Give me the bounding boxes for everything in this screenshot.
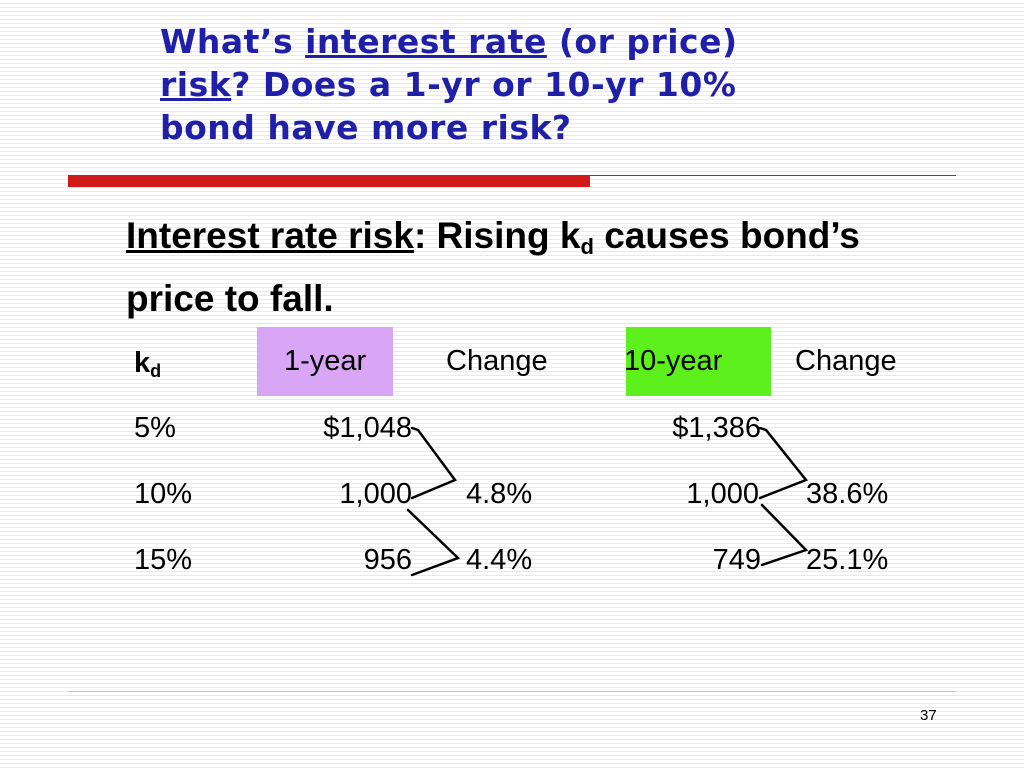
title-text: ? Does a 1-yr or 10-yr 10% (231, 65, 737, 104)
header-one-year: 1-year (284, 345, 367, 377)
row2-kd: 10% (134, 478, 193, 510)
title-risk: risk (160, 65, 232, 104)
title-text: (or price) (546, 22, 738, 61)
row2-change-1: 4.8% (466, 478, 533, 510)
heading-text: causes bond’s (593, 215, 860, 256)
header-change-1: Change (446, 345, 548, 377)
row3-one-year: 956 (363, 544, 412, 576)
ten-year-connector-bottom (760, 503, 809, 567)
title-interest-rate: interest rate (305, 22, 547, 61)
heading-term: Interest rate risk (126, 215, 414, 256)
footer-divider (68, 691, 956, 692)
kd-header-subscript: d (150, 361, 162, 381)
row3-ten-year: 749 (712, 544, 761, 576)
row3-change-1: 4.4% (466, 544, 533, 576)
ten-year-highlight (626, 327, 771, 396)
row3-kd: 15% (134, 544, 193, 576)
kd-header-text: k (134, 347, 151, 379)
accent-bar (68, 175, 590, 187)
one-year-connector-top (410, 426, 457, 500)
title-text: What’s (160, 22, 306, 61)
slide-title: What’s interest rate (or price) risk? Do… (160, 20, 860, 149)
header-ten-year: 10-year (624, 345, 723, 377)
heading-text: : (413, 215, 427, 256)
row1-kd: 5% (134, 412, 176, 444)
row1-ten-year: $1,386 (672, 412, 761, 444)
heading-text: price to fall. (126, 278, 334, 319)
kd-header: kd (134, 346, 161, 388)
page-number: 37 (920, 707, 937, 724)
one-year-connector-bottom (406, 508, 461, 577)
ten-year-connector-top (758, 426, 809, 500)
section-heading: Interest rate risk: Rising kd causes bon… (126, 210, 966, 325)
row1-one-year: $1,048 (323, 412, 412, 444)
accent-line (590, 175, 956, 176)
heading-text: Rising k (426, 215, 581, 256)
one-year-highlight (257, 327, 393, 396)
row2-one-year: 1,000 (339, 478, 412, 510)
header-change-2: Change (795, 345, 897, 377)
heading-subscript: d (580, 234, 594, 259)
title-text: bond have more risk? (160, 108, 572, 147)
row2-ten-year: 1,000 (686, 478, 759, 510)
row3-change-2: 25.1% (806, 544, 889, 576)
row2-change-2: 38.6% (806, 478, 889, 510)
